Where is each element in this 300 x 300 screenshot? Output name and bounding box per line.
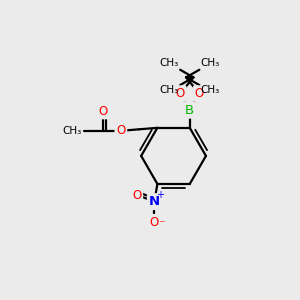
Text: +: +: [156, 190, 164, 200]
Text: O: O: [195, 87, 204, 100]
Text: O: O: [150, 216, 159, 229]
Text: O: O: [98, 105, 107, 118]
Text: O: O: [116, 124, 125, 137]
Text: O: O: [132, 189, 141, 202]
Text: CH₃: CH₃: [63, 126, 82, 136]
Text: CH₃: CH₃: [159, 85, 179, 95]
Text: CH₃: CH₃: [159, 58, 179, 68]
Text: O: O: [176, 87, 185, 100]
Text: CH₃: CH₃: [201, 85, 220, 95]
Text: CH₃: CH₃: [201, 58, 220, 68]
Text: B: B: [185, 104, 194, 117]
Text: N: N: [149, 195, 160, 208]
Text: ⁻: ⁻: [158, 218, 165, 231]
